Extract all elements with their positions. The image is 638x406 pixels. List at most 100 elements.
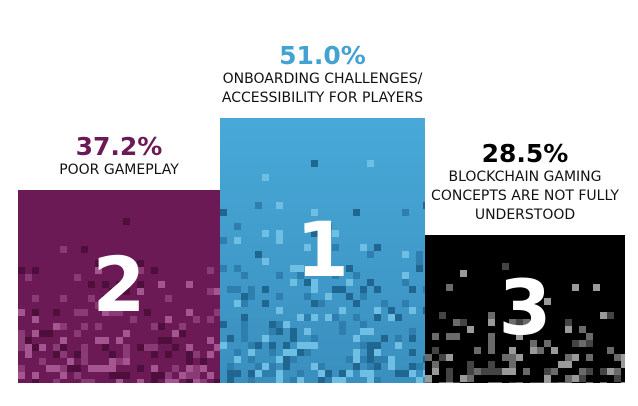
category-label: POOR GAMEPLAY (59, 161, 179, 178)
pixel-decoration (290, 265, 297, 272)
pixel-decoration (241, 272, 248, 279)
pixel-decoration (425, 381, 432, 383)
pixel-decoration (565, 353, 572, 361)
pixel-decoration (276, 356, 283, 363)
pixel-decoration (409, 328, 416, 335)
pixel-decoration (109, 287, 116, 295)
pixel-decoration (346, 279, 353, 286)
pixel-decoration (276, 202, 283, 209)
pixel-decoration (374, 286, 381, 293)
pixel-decoration (116, 308, 123, 316)
pixel-decoration (186, 357, 193, 365)
pixel-decoration (60, 343, 67, 351)
pixel-decoration (416, 258, 423, 265)
pixel-decoration (565, 374, 572, 382)
pixel-decoration (423, 356, 425, 363)
pixel-decoration (353, 300, 360, 307)
pixel-decoration (509, 318, 516, 326)
pixel-decoration (60, 371, 67, 379)
pixel-decoration (297, 272, 304, 279)
pixel-decoration (409, 335, 416, 342)
pixel-decoration (276, 293, 283, 300)
pixel-decoration (179, 329, 186, 337)
pixel-decoration (311, 230, 318, 237)
pixel-decoration (304, 293, 311, 300)
pixel-decoration (614, 367, 621, 375)
pixel-decoration (579, 325, 586, 333)
pixel-decoration (67, 357, 74, 365)
pixel-decoration (409, 307, 416, 314)
pixel-decoration (332, 244, 339, 251)
pixel-decoration (367, 251, 374, 258)
pixel-decoration (311, 342, 318, 349)
pixel-decoration (311, 335, 318, 342)
pixel-decoration (467, 367, 474, 375)
pixel-decoration (565, 360, 572, 368)
pixel-decoration (255, 342, 262, 349)
pixel-decoration (248, 342, 255, 349)
pixel-decoration (25, 273, 32, 281)
pixel-decoration (374, 363, 381, 370)
pixel-decoration (248, 356, 255, 363)
pixel-decoration (262, 300, 269, 307)
pixel-decoration (339, 286, 346, 293)
pixel-decoration (409, 349, 416, 356)
pixel-decoration (60, 336, 67, 344)
pixel-decoration (304, 279, 311, 286)
pixel-decoration (18, 371, 25, 379)
pixel-decoration (523, 367, 530, 375)
pixel-decoration (446, 381, 453, 383)
pixel-decoration (186, 308, 193, 316)
pixel-decoration (409, 363, 416, 370)
pixel-decoration (381, 335, 388, 342)
pixel-decoration (74, 364, 81, 372)
pixel-decoration (53, 350, 60, 358)
pixel-decoration (144, 343, 151, 351)
pixel-decoration (374, 349, 381, 356)
pixel-decoration (446, 353, 453, 361)
pixel-decoration (374, 342, 381, 349)
pixel-decoration (193, 371, 200, 379)
pixel-decoration (186, 364, 193, 372)
pixel-decoration (339, 370, 346, 377)
pixel-decoration (395, 314, 402, 321)
pixel-decoration (416, 363, 423, 370)
pixel-decoration (109, 350, 116, 358)
pixel-decoration (425, 353, 432, 361)
pixel-decoration (74, 308, 81, 316)
pixel-decoration (234, 349, 241, 356)
pixel-decoration (234, 356, 241, 363)
pixel-decoration (388, 314, 395, 321)
pixel-decoration (297, 370, 304, 377)
pixel-decoration (600, 311, 607, 319)
pixel-decoration (130, 315, 137, 323)
pixel-decoration (558, 381, 565, 383)
pixel-decoration (165, 371, 172, 379)
pixel-decoration (374, 356, 381, 363)
pixel-decoration (46, 364, 53, 372)
pixel-decoration (388, 307, 395, 314)
pixel-decoration (276, 237, 283, 244)
pixel-decoration (346, 356, 353, 363)
pixel-decoration (325, 293, 332, 300)
pixel-decoration (425, 374, 432, 382)
pixel-decoration (395, 335, 402, 342)
pixel-decoration (144, 308, 151, 316)
rank-number: 3 (498, 262, 552, 352)
pixel-decoration (600, 381, 607, 383)
pixel-decoration (32, 329, 39, 337)
pixel-decoration (53, 308, 60, 316)
pixel-decoration (565, 381, 572, 383)
pixel-decoration (353, 349, 360, 356)
pixel-decoration (220, 321, 227, 328)
pixel-decoration (488, 318, 495, 326)
pixel-decoration (572, 283, 579, 291)
pixel-decoration (165, 294, 172, 302)
pixel-decoration (123, 343, 130, 351)
pixel-decoration (374, 377, 381, 383)
pixel-decoration (523, 318, 530, 326)
podium-bar: 1 (220, 118, 425, 383)
pixel-decoration (109, 371, 116, 379)
pixel-decoration (276, 370, 283, 377)
pixel-decoration (123, 329, 130, 337)
